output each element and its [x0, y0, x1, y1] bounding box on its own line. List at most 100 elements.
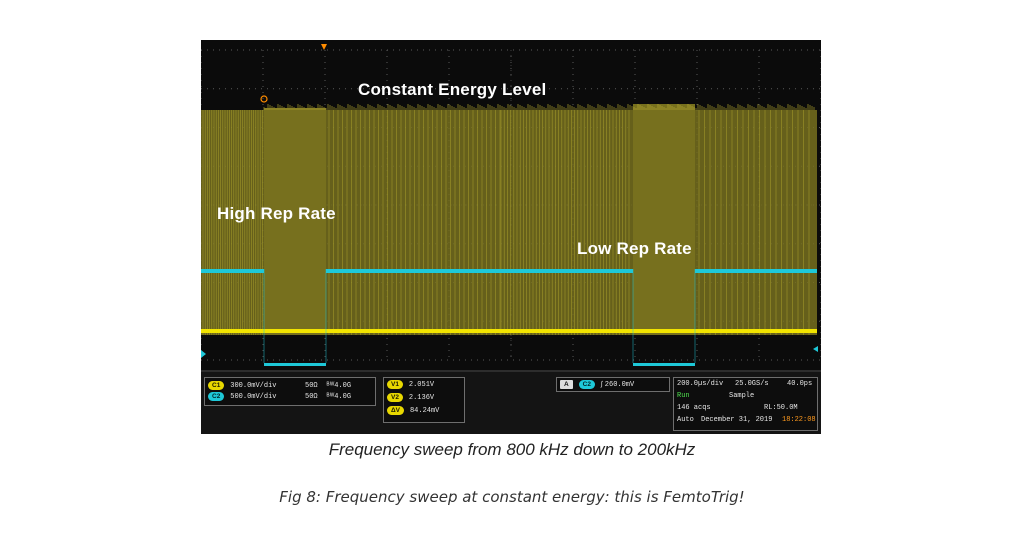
grid-dot	[255, 359, 256, 361]
grid-dot	[561, 359, 562, 361]
grid-dot	[819, 282, 820, 283]
grid-dot	[627, 88, 628, 90]
grid-dot	[603, 49, 604, 51]
grid-dot	[327, 88, 328, 90]
grid-dot	[386, 62, 388, 63]
grid-dot	[795, 359, 796, 361]
grid-dot	[820, 350, 821, 351]
grid-dot	[369, 359, 370, 361]
grid-dot	[381, 88, 382, 90]
grid-dot	[423, 88, 424, 90]
grid-dot	[777, 88, 778, 90]
grid-dot	[510, 86, 512, 87]
grid-dot	[423, 49, 424, 51]
grid-dot	[267, 359, 268, 361]
grid-dot	[225, 49, 226, 51]
grid-dot	[345, 359, 346, 361]
grid-dot	[201, 88, 202, 90]
grid-dot	[758, 86, 760, 87]
grid-dot	[801, 359, 802, 361]
grid-dot	[507, 88, 508, 90]
grid-dot	[453, 49, 454, 51]
grid-dot	[201, 98, 202, 99]
grid-dot	[696, 350, 698, 351]
trigger-settings-box: A C2 ∫ 260.0mV	[556, 377, 670, 392]
grid-dot	[765, 359, 766, 361]
grid-dot	[447, 49, 448, 51]
grid-dot	[820, 338, 821, 339]
grid-dot	[572, 80, 574, 81]
grid-dot	[537, 88, 538, 90]
grid-dot	[417, 49, 418, 51]
grid-dot	[820, 80, 821, 81]
grid-dot	[261, 49, 262, 51]
grid-dot	[820, 56, 821, 57]
grid-dot	[711, 88, 712, 90]
grid-dot	[735, 49, 736, 51]
grid-dot	[696, 80, 698, 81]
grid-dot	[696, 56, 698, 57]
grid-dot	[820, 242, 821, 243]
grid-dot	[758, 74, 760, 75]
grid-dot	[477, 49, 478, 51]
grid-dot	[572, 62, 574, 63]
grid-dot	[411, 359, 412, 361]
grid-dot	[572, 68, 574, 69]
grid-dot	[820, 176, 821, 177]
grid-dot	[820, 296, 821, 297]
grid-dot	[303, 88, 304, 90]
grid-dot	[321, 49, 322, 51]
grid-dot	[634, 62, 636, 63]
grid-dot	[820, 158, 821, 159]
grid-dot	[285, 49, 286, 51]
grid-dot	[375, 88, 376, 90]
ch1-bandwidth-icon: ᴮᵂ	[325, 382, 335, 390]
grid-dot	[572, 86, 574, 87]
grid-dot	[489, 49, 490, 51]
grid-dot	[465, 359, 466, 361]
grid-dot	[681, 49, 682, 51]
grid-dot	[363, 49, 364, 51]
grid-dot	[555, 359, 556, 361]
grid-dot	[465, 88, 466, 90]
grid-dot	[429, 88, 430, 90]
grid-dot	[820, 188, 821, 189]
grid-dot	[819, 320, 820, 322]
grid-dot	[448, 50, 450, 51]
grid-dot	[657, 49, 658, 51]
dense-burst-low	[633, 104, 695, 335]
grid-dot	[219, 49, 220, 51]
cursor-v2-row: V2 2.136V	[387, 393, 434, 402]
grid-dot	[699, 359, 700, 361]
grid-dot	[820, 140, 821, 141]
grid-dot	[447, 359, 448, 361]
cursor-v1-value: 2.051V	[408, 381, 435, 389]
grid-dot	[729, 49, 730, 51]
grid-dot	[723, 88, 724, 90]
trigger-level-marker	[813, 346, 818, 352]
ch1-impedance: 50Ω	[305, 382, 318, 390]
grid-dot	[705, 88, 706, 90]
trigger-mode-badge: A	[560, 380, 573, 389]
grid-dot	[465, 49, 466, 51]
grid-dot	[813, 49, 814, 51]
grid-dot	[231, 359, 232, 361]
grid-dot	[795, 49, 796, 51]
trigger-mode: Auto	[677, 416, 694, 424]
grid-dot	[543, 49, 544, 51]
grid-dot	[639, 359, 640, 361]
grid-dot	[279, 359, 280, 361]
grid-dot	[510, 74, 512, 75]
pulse-train	[201, 104, 817, 335]
grid-dot	[807, 49, 808, 51]
grid-dot	[789, 88, 790, 90]
grid-dot	[555, 49, 556, 51]
grid-dot	[369, 88, 370, 90]
grid-dot	[262, 56, 264, 57]
grid-dot	[324, 344, 326, 345]
grid-dot	[771, 88, 772, 90]
grid-dot	[561, 88, 562, 90]
grid-dot	[777, 49, 778, 51]
grid-dot	[448, 80, 450, 81]
grid-dot	[591, 49, 592, 51]
